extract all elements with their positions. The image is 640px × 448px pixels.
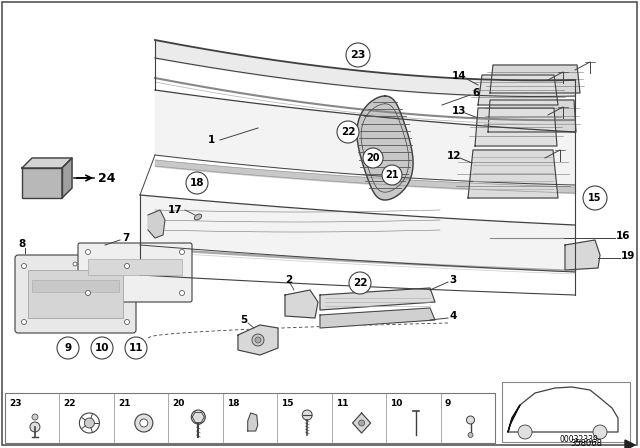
Polygon shape [248,413,258,431]
Text: 23: 23 [350,50,365,60]
Text: 9: 9 [65,343,72,353]
Polygon shape [357,96,413,200]
FancyBboxPatch shape [502,382,630,442]
Circle shape [349,272,371,294]
Text: 22: 22 [353,278,367,288]
Polygon shape [285,290,318,318]
Text: 18: 18 [227,399,239,408]
Polygon shape [625,440,635,448]
Polygon shape [238,325,278,355]
Text: 21: 21 [118,399,131,408]
Polygon shape [353,413,371,433]
Text: 7: 7 [122,233,129,243]
Text: 11: 11 [129,343,143,353]
Text: 358068: 358068 [570,439,602,448]
Text: 6: 6 [472,88,479,98]
Circle shape [179,290,184,296]
Text: 22: 22 [340,127,355,137]
Polygon shape [508,387,618,432]
Polygon shape [148,210,165,238]
Polygon shape [565,240,600,270]
Circle shape [125,263,129,268]
Circle shape [140,419,148,427]
Text: 10: 10 [95,343,109,353]
Polygon shape [508,405,520,432]
Text: 20: 20 [172,399,185,408]
Polygon shape [320,288,435,310]
Circle shape [252,334,264,346]
Polygon shape [475,108,557,146]
Text: 23: 23 [9,399,22,408]
Text: 12: 12 [447,151,461,161]
FancyBboxPatch shape [22,168,62,198]
Circle shape [583,186,607,210]
Text: 15: 15 [588,193,602,203]
Text: 1: 1 [208,135,215,145]
Polygon shape [468,150,558,198]
Ellipse shape [195,214,202,220]
Text: 15: 15 [281,399,294,408]
Text: 11: 11 [335,399,348,408]
Text: 5: 5 [240,315,247,325]
Circle shape [186,172,208,194]
Circle shape [125,337,147,359]
Circle shape [73,262,77,266]
Circle shape [358,420,365,426]
Circle shape [337,121,359,143]
Circle shape [22,319,26,324]
Circle shape [32,414,38,420]
Circle shape [593,425,607,439]
FancyBboxPatch shape [88,259,182,275]
Text: 9: 9 [445,399,451,408]
Polygon shape [22,158,72,168]
Text: 3: 3 [449,275,456,285]
Circle shape [57,337,79,359]
Circle shape [302,410,312,420]
Text: 13: 13 [452,106,467,116]
Circle shape [346,43,370,67]
Text: 20: 20 [366,153,380,163]
Circle shape [91,337,113,359]
Circle shape [518,425,532,439]
Circle shape [86,290,90,296]
FancyBboxPatch shape [5,393,495,443]
Text: 8: 8 [18,239,25,249]
FancyBboxPatch shape [15,255,136,333]
Polygon shape [490,65,580,93]
FancyBboxPatch shape [78,243,192,302]
Circle shape [255,337,261,343]
Text: 00032339: 00032339 [560,435,599,444]
Circle shape [84,418,94,428]
Polygon shape [478,75,558,105]
Text: 19: 19 [621,251,636,261]
Circle shape [125,319,129,324]
Circle shape [79,413,99,433]
FancyBboxPatch shape [28,270,123,318]
Text: 17: 17 [168,205,182,215]
Circle shape [135,414,153,432]
Circle shape [363,148,383,168]
Text: 2: 2 [285,275,292,285]
Circle shape [30,422,40,432]
Text: 14: 14 [452,71,467,81]
Text: 24: 24 [98,172,115,185]
Polygon shape [320,308,435,328]
Text: 21: 21 [385,170,399,180]
Text: 18: 18 [189,178,204,188]
Circle shape [382,165,402,185]
Text: 22: 22 [63,399,76,408]
Circle shape [191,410,205,424]
Circle shape [86,250,90,254]
Polygon shape [62,158,72,198]
Polygon shape [488,100,576,132]
Text: 10: 10 [390,399,403,408]
Text: 4: 4 [449,311,456,321]
FancyBboxPatch shape [32,280,119,292]
Circle shape [179,250,184,254]
Circle shape [467,416,474,424]
Circle shape [468,432,473,438]
Circle shape [22,263,26,268]
Text: 16: 16 [616,231,630,241]
